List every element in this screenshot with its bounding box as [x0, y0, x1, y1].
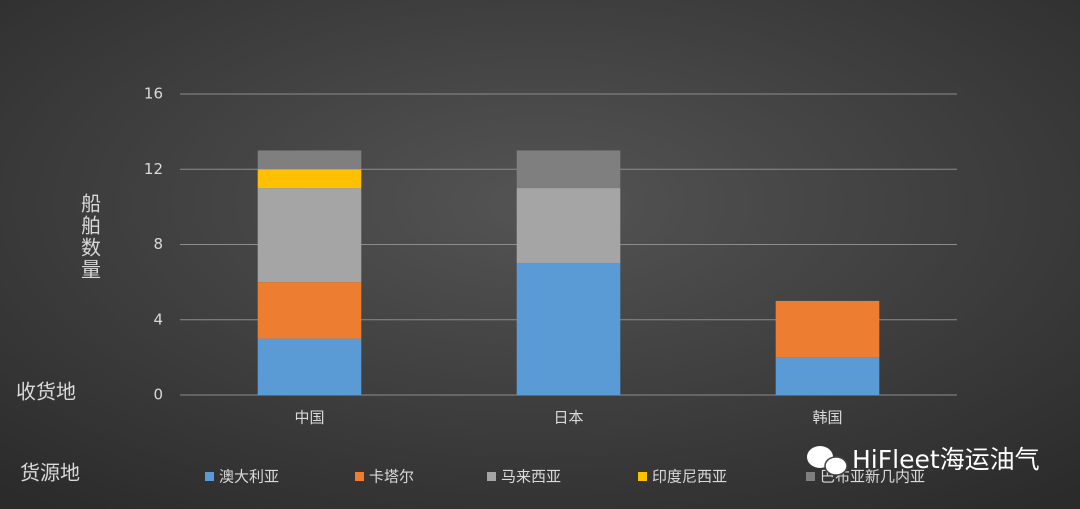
- watermark-icon: [807, 446, 848, 476]
- bar-segment: [516, 150, 621, 189]
- x-tick-label: 中国: [294, 409, 324, 427]
- bar-segment: [516, 188, 621, 264]
- x-tick-label: 日本: [553, 409, 583, 427]
- bar-segment: [516, 263, 621, 395]
- bar-segment: [257, 150, 362, 170]
- watermark: HiFleet海运油气: [852, 445, 1040, 474]
- x-axis-label: 收货地: [16, 380, 76, 404]
- bar-segment: [775, 357, 880, 395]
- y-tick-label: 16: [144, 85, 163, 103]
- y-tick-label: 8: [153, 235, 163, 253]
- legend-label: 卡塔尔: [369, 468, 414, 486]
- legend-label: 印度尼西亚: [652, 468, 727, 486]
- bar-segment: [257, 188, 362, 283]
- y-axis-label: 船舶数量: [78, 193, 102, 281]
- bar-segment: [775, 300, 880, 358]
- legend-swatch: [205, 472, 214, 481]
- legend-label: 马来西亚: [501, 468, 561, 486]
- legend-swatch: [487, 472, 496, 481]
- legend-swatch: [638, 472, 647, 481]
- legend-swatch: [806, 472, 815, 481]
- bar-segment: [257, 282, 362, 339]
- legend-title: 货源地: [20, 461, 80, 485]
- legend-swatch: [355, 472, 364, 481]
- bar-segment: [257, 338, 362, 395]
- y-tick-label: 0: [153, 386, 163, 404]
- y-tick-label: 12: [144, 160, 163, 178]
- legend-label: 巴布亚新几内亚: [820, 468, 925, 486]
- bar-segment: [257, 169, 362, 189]
- y-tick-label: 4: [153, 310, 163, 328]
- legend-label: 澳大利亚: [219, 468, 279, 486]
- x-tick-label: 韩国: [812, 409, 842, 427]
